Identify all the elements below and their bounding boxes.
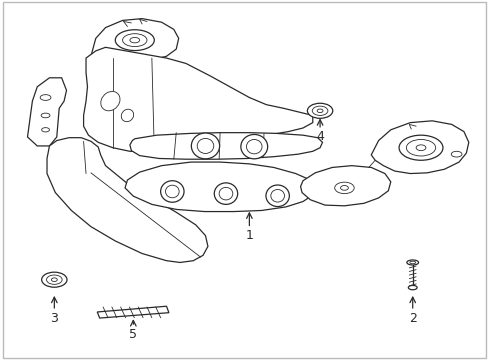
Text: 5: 5 bbox=[129, 328, 137, 341]
Ellipse shape bbox=[398, 135, 442, 160]
Ellipse shape bbox=[406, 260, 418, 265]
Ellipse shape bbox=[270, 189, 284, 202]
Polygon shape bbox=[130, 133, 322, 159]
Ellipse shape bbox=[122, 34, 147, 46]
Ellipse shape bbox=[307, 103, 332, 118]
Polygon shape bbox=[47, 138, 207, 262]
Ellipse shape bbox=[317, 109, 323, 113]
Ellipse shape bbox=[334, 182, 353, 194]
Ellipse shape bbox=[165, 185, 179, 198]
Ellipse shape bbox=[409, 261, 415, 264]
Text: 2: 2 bbox=[408, 311, 416, 325]
Text: 3: 3 bbox=[50, 311, 58, 325]
Polygon shape bbox=[125, 162, 315, 212]
Ellipse shape bbox=[41, 128, 49, 132]
Ellipse shape bbox=[197, 138, 213, 153]
Ellipse shape bbox=[41, 113, 50, 118]
Ellipse shape bbox=[406, 139, 435, 156]
Polygon shape bbox=[370, 121, 468, 174]
Text: 4: 4 bbox=[316, 130, 324, 144]
Ellipse shape bbox=[219, 187, 232, 200]
Ellipse shape bbox=[115, 30, 154, 50]
Ellipse shape bbox=[214, 183, 237, 204]
Ellipse shape bbox=[265, 185, 289, 207]
Ellipse shape bbox=[407, 285, 416, 290]
Polygon shape bbox=[27, 78, 66, 146]
Ellipse shape bbox=[191, 133, 219, 159]
Ellipse shape bbox=[40, 95, 51, 100]
Polygon shape bbox=[300, 166, 390, 206]
Ellipse shape bbox=[51, 278, 57, 282]
Ellipse shape bbox=[241, 134, 267, 159]
Ellipse shape bbox=[340, 185, 347, 190]
Ellipse shape bbox=[450, 151, 461, 157]
Ellipse shape bbox=[46, 275, 62, 284]
Polygon shape bbox=[83, 47, 312, 151]
Text: 1: 1 bbox=[245, 229, 253, 242]
Polygon shape bbox=[91, 19, 178, 62]
Ellipse shape bbox=[121, 109, 133, 122]
Ellipse shape bbox=[246, 139, 262, 154]
Polygon shape bbox=[97, 306, 168, 318]
Ellipse shape bbox=[41, 272, 67, 287]
Ellipse shape bbox=[415, 145, 425, 150]
Ellipse shape bbox=[130, 37, 140, 43]
Ellipse shape bbox=[101, 91, 120, 111]
Ellipse shape bbox=[312, 106, 327, 116]
Ellipse shape bbox=[160, 181, 183, 202]
